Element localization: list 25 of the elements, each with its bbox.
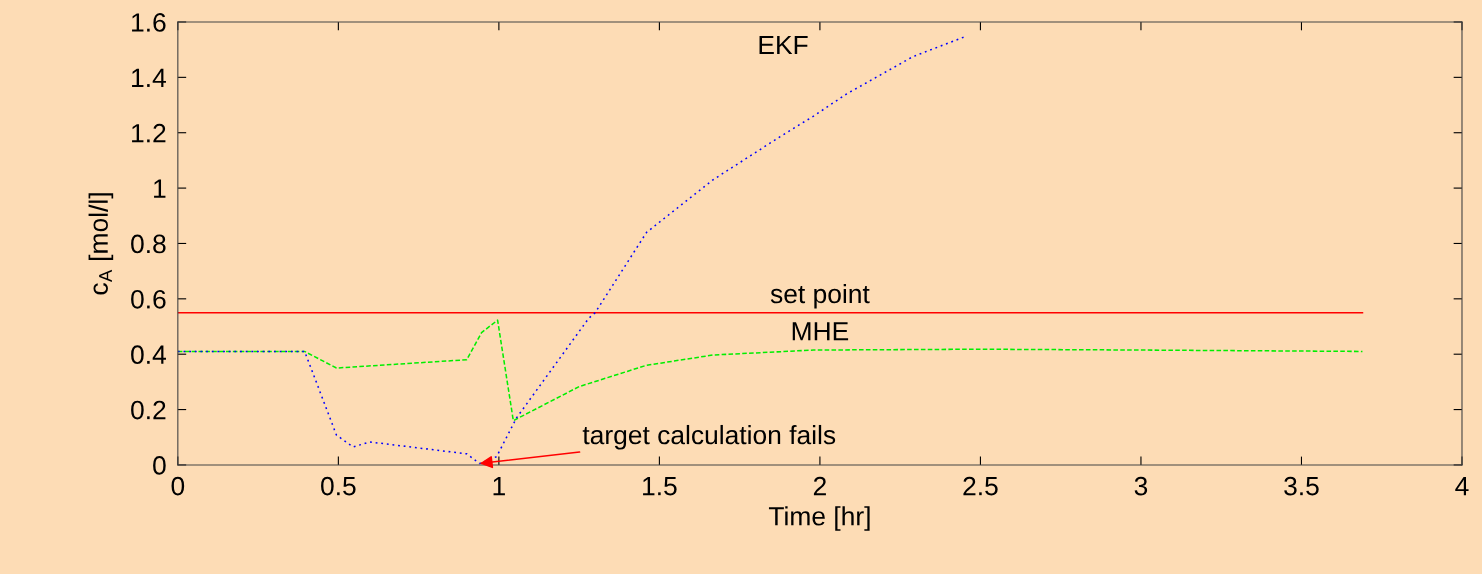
x-axis-title: Time [hr] [768,506,870,531]
x-tick-label: 3 [1134,476,1148,496]
series-label: set point [770,283,870,309]
y-tick-label: 1.4 [132,68,166,87]
y-tick-label: 0.6 [131,289,166,309]
y-tick-label: 0.8 [131,234,166,254]
x-tick-label: 0 [171,476,185,496]
y-tick-label: 1 [154,179,166,198]
x-tick-label: 4 [1455,477,1469,496]
line-series [177,319,1364,422]
y-tick-label: 1.6 [132,13,166,32]
x-tick-label: 1 [493,477,505,496]
y-tick-label: 0 [153,456,166,475]
y-tick-label: 1.2 [132,123,166,143]
y-axis-title: c$_{A}$ [mol/l] [88,193,114,295]
x-tick-label: 1.5 [643,477,677,496]
y-tick-label: 0.2 [131,400,166,420]
annotation: target calculation fails [582,424,836,450]
x-tick-label: 2 [813,476,826,496]
text: EKF [759,35,808,55]
x-tick-label: 0.5 [321,476,356,496]
x-tick-label: 3.5 [1284,476,1319,496]
series-label: MHE [792,322,849,341]
y-tick-label: 0.4 [131,345,166,365]
x-tick-label: 2.5 [963,476,998,496]
